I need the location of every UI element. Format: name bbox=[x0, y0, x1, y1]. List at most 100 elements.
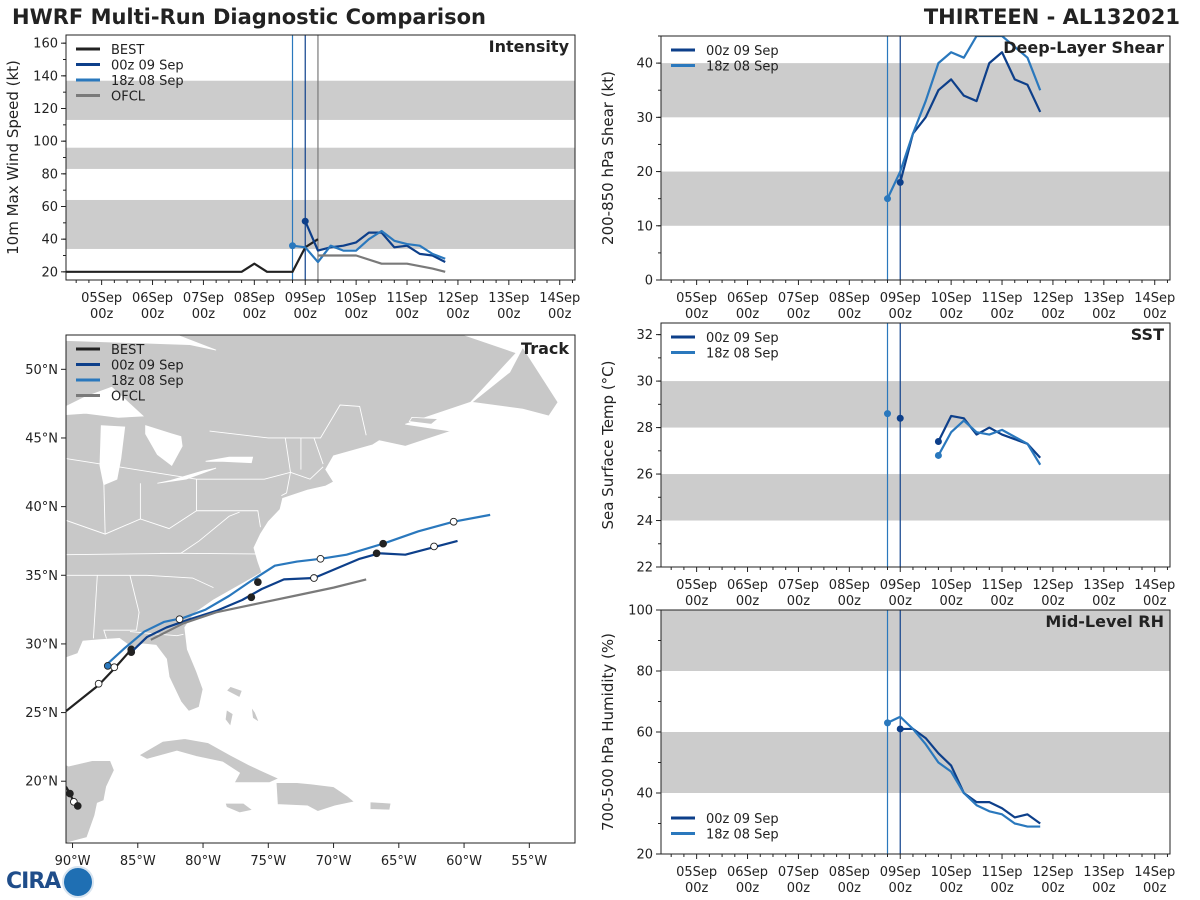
intensity-threshold-band bbox=[66, 199, 575, 249]
map-land-nova-scotia-pei bbox=[408, 416, 439, 425]
intensity-series-group bbox=[66, 217, 446, 273]
track-xtick-label: 60°W bbox=[446, 854, 482, 869]
sst-plot-area bbox=[661, 323, 1170, 567]
shear-xtick-day: 10Sep bbox=[931, 291, 972, 306]
sst-xtick-day: 08Sep bbox=[829, 578, 870, 593]
sst-ytick-label: 26 bbox=[636, 468, 653, 483]
main-title: HWRF Multi-Run Diagnostic Comparison bbox=[12, 5, 487, 29]
rh-xtick-hour: 00z bbox=[838, 881, 862, 896]
shear-init-marker-00z-09-sep bbox=[896, 178, 904, 186]
cira-logo: CIRA bbox=[6, 866, 95, 898]
sst-xtick-hour: 00z bbox=[889, 594, 913, 609]
map-land-bahamas-b bbox=[224, 709, 234, 728]
intensity-panel: 2040608010012014016005Sep00z06Sep00z07Se… bbox=[4, 34, 580, 322]
track-position-marker bbox=[110, 663, 119, 672]
intensity-panel-title: Intensity bbox=[489, 37, 570, 56]
track-ytick-label: 45°N bbox=[25, 431, 58, 446]
intensity-series-line-18z-08-sep bbox=[292, 229, 446, 264]
track-position-marker bbox=[310, 574, 318, 582]
intensity-series-line-ofcl bbox=[317, 254, 446, 273]
shear-ylabel: 200-850 hPa Shear (kt) bbox=[599, 71, 617, 245]
sst-series-group bbox=[884, 410, 1042, 466]
sst-legend-label-00z-09-sep: 00z 09 Sep bbox=[706, 331, 779, 346]
track-position-marker bbox=[430, 542, 438, 551]
rh-init-marker-00z-09-sep bbox=[896, 725, 904, 733]
sst-panel: 22242628303205Sep00z06Sep00z07Sep00z08Se… bbox=[599, 322, 1175, 609]
shear-panel: 01020304005Sep00z06Sep00z07Sep00z08Sep00… bbox=[599, 35, 1175, 322]
intensity-xtick-day: 08Sep bbox=[234, 291, 275, 306]
intensity-threshold-band bbox=[66, 147, 575, 169]
intensity-xtick-day: 11Sep bbox=[387, 291, 428, 306]
rh-xtick-day: 05Sep bbox=[676, 865, 717, 880]
intensity-xtick-day: 09Sep bbox=[285, 291, 326, 306]
track-xtick-label: 75°W bbox=[250, 854, 286, 869]
intensity-ytick-label: 120 bbox=[33, 102, 58, 117]
intensity-legend-label-best: BEST bbox=[111, 43, 144, 58]
sst-init-marker-00z-09-sep bbox=[934, 438, 942, 446]
map-border bbox=[281, 437, 291, 497]
sst-panel-title: SST bbox=[1131, 325, 1164, 344]
map-land-cuba bbox=[138, 738, 280, 783]
sst-xtick-hour: 00z bbox=[736, 594, 760, 609]
rh-legend-label-18z-08-sep: 18z 08 Sep bbox=[706, 828, 779, 843]
map-land-jamaica bbox=[224, 802, 254, 814]
intensity-xtick-hour: 00z bbox=[90, 307, 114, 322]
intensity-xtick-hour: 00z bbox=[141, 307, 165, 322]
intensity-ytick-label: 80 bbox=[41, 167, 58, 182]
track-panel-title: Track bbox=[521, 339, 569, 358]
track-ytick-label: 40°N bbox=[25, 500, 58, 515]
rh-xtick-day: 11Sep bbox=[982, 865, 1023, 880]
rh-series-group bbox=[884, 715, 1041, 828]
map-border bbox=[66, 458, 324, 480]
sst-ytick-label: 30 bbox=[636, 375, 653, 390]
intensity-ytick-label: 140 bbox=[33, 69, 58, 84]
map-hudson-inlet bbox=[66, 335, 217, 351]
track-panel: 90°W 85°W 80°W 75°W 70°W 65°W 60°W 55°W 20°N 25°N… bbox=[25, 334, 576, 869]
rh-xtick-hour: 00z bbox=[939, 881, 963, 896]
shear-xtick-day: 11Sep bbox=[982, 291, 1023, 306]
track-xtick-label: 85°W bbox=[120, 854, 156, 869]
shear-xtick-hour: 00z bbox=[939, 307, 963, 322]
intensity-ytick-label: 160 bbox=[33, 37, 58, 52]
intensity-threshold-band bbox=[66, 80, 575, 120]
shear-xtick-day: 06Sep bbox=[727, 291, 768, 306]
sst-threshold-band bbox=[661, 381, 1170, 428]
map-lake-ontario bbox=[205, 456, 254, 464]
sst-frame bbox=[660, 322, 1171, 568]
sst-series-line-18z-08-sep bbox=[937, 419, 1042, 466]
track-position-marker bbox=[247, 593, 256, 602]
sst-legend-label-18z-08-sep: 18z 08 Sep bbox=[706, 347, 779, 362]
sst-init-marker-18z-08-sep bbox=[884, 410, 892, 418]
rh-init-marker-18z-08-sep bbox=[884, 719, 892, 727]
rh-panel-title: Mid-Level RH bbox=[1045, 612, 1164, 631]
map-land-hispaniola bbox=[275, 782, 356, 812]
sst-xtick-day: 10Sep bbox=[931, 578, 972, 593]
sst-xtick-day: 13Sep bbox=[1083, 578, 1124, 593]
rh-threshold-band bbox=[661, 610, 1170, 671]
track-legend-label-18z-08-sep: 18z 08 Sep bbox=[111, 374, 184, 389]
track-legend-label-00z-09-sep: 00z 09 Sep bbox=[111, 359, 184, 374]
intensity-init-marker-18z-08-sep bbox=[289, 242, 297, 250]
rh-ytick-label: 100 bbox=[628, 604, 653, 619]
shear-init-marker-18z-08-sep bbox=[884, 195, 892, 203]
intensity-xtick-hour: 00z bbox=[548, 307, 572, 322]
rh-xtick-day: 07Sep bbox=[778, 865, 819, 880]
intensity-xtick-day: 13Sep bbox=[488, 291, 529, 306]
intensity-xtick-day: 05Sep bbox=[81, 291, 122, 306]
sst-xtick-day: 09Sep bbox=[880, 578, 921, 593]
sst-xtick-day: 14Sep bbox=[1134, 578, 1175, 593]
shear-xtick-hour: 00z bbox=[1092, 307, 1116, 322]
track-position-marker bbox=[254, 578, 262, 586]
rh-ylabel: 700-500 hPa Humidity (%) bbox=[599, 633, 617, 831]
intensity-ytick-label: 20 bbox=[41, 265, 58, 280]
shear-xtick-hour: 00z bbox=[1041, 307, 1065, 322]
shear-ytick-label: 0 bbox=[645, 274, 653, 289]
track-xtick-label: 70°W bbox=[316, 854, 352, 869]
map-border bbox=[313, 437, 324, 465]
rh-xtick-day: 10Sep bbox=[931, 865, 972, 880]
track-position-marker bbox=[379, 539, 387, 548]
intensity-xtick-day: 06Sep bbox=[132, 291, 173, 306]
map-land-yucatan bbox=[66, 760, 115, 843]
map-border bbox=[209, 404, 367, 439]
rh-xtick-day: 14Sep bbox=[1134, 865, 1175, 880]
